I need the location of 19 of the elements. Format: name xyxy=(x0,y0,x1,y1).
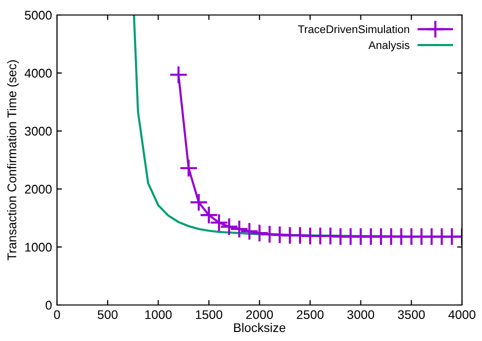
x-tick-label: 3000 xyxy=(347,310,374,320)
legend-label: Analysis xyxy=(368,40,410,52)
x-tick-label: 500 xyxy=(98,310,118,320)
x-tick-label: 2500 xyxy=(296,310,324,320)
x-axis-title: Blocksize xyxy=(234,322,286,332)
y-axis-title: Transaction Confirmation Time (sec) xyxy=(7,60,19,260)
x-tick-label: 0 xyxy=(54,310,60,320)
legend-label: TraceDrivenSimulation xyxy=(298,25,410,34)
y-tick-label: 3000 xyxy=(24,126,52,136)
x-tick-label: 1500 xyxy=(196,310,222,320)
x-tick-label: 2000 xyxy=(246,310,273,320)
x-tick-label: 4000 xyxy=(448,310,476,320)
y-tick-label: 1000 xyxy=(25,242,52,252)
x-tick-label: 1000 xyxy=(145,310,172,320)
y-tick-label: 5000 xyxy=(24,10,52,20)
x-tick-label: 3500 xyxy=(398,310,425,320)
y-tick-label: 2000 xyxy=(24,184,52,194)
y-tick-label: 4000 xyxy=(24,68,52,78)
y-tick-label: 0 xyxy=(46,300,52,310)
